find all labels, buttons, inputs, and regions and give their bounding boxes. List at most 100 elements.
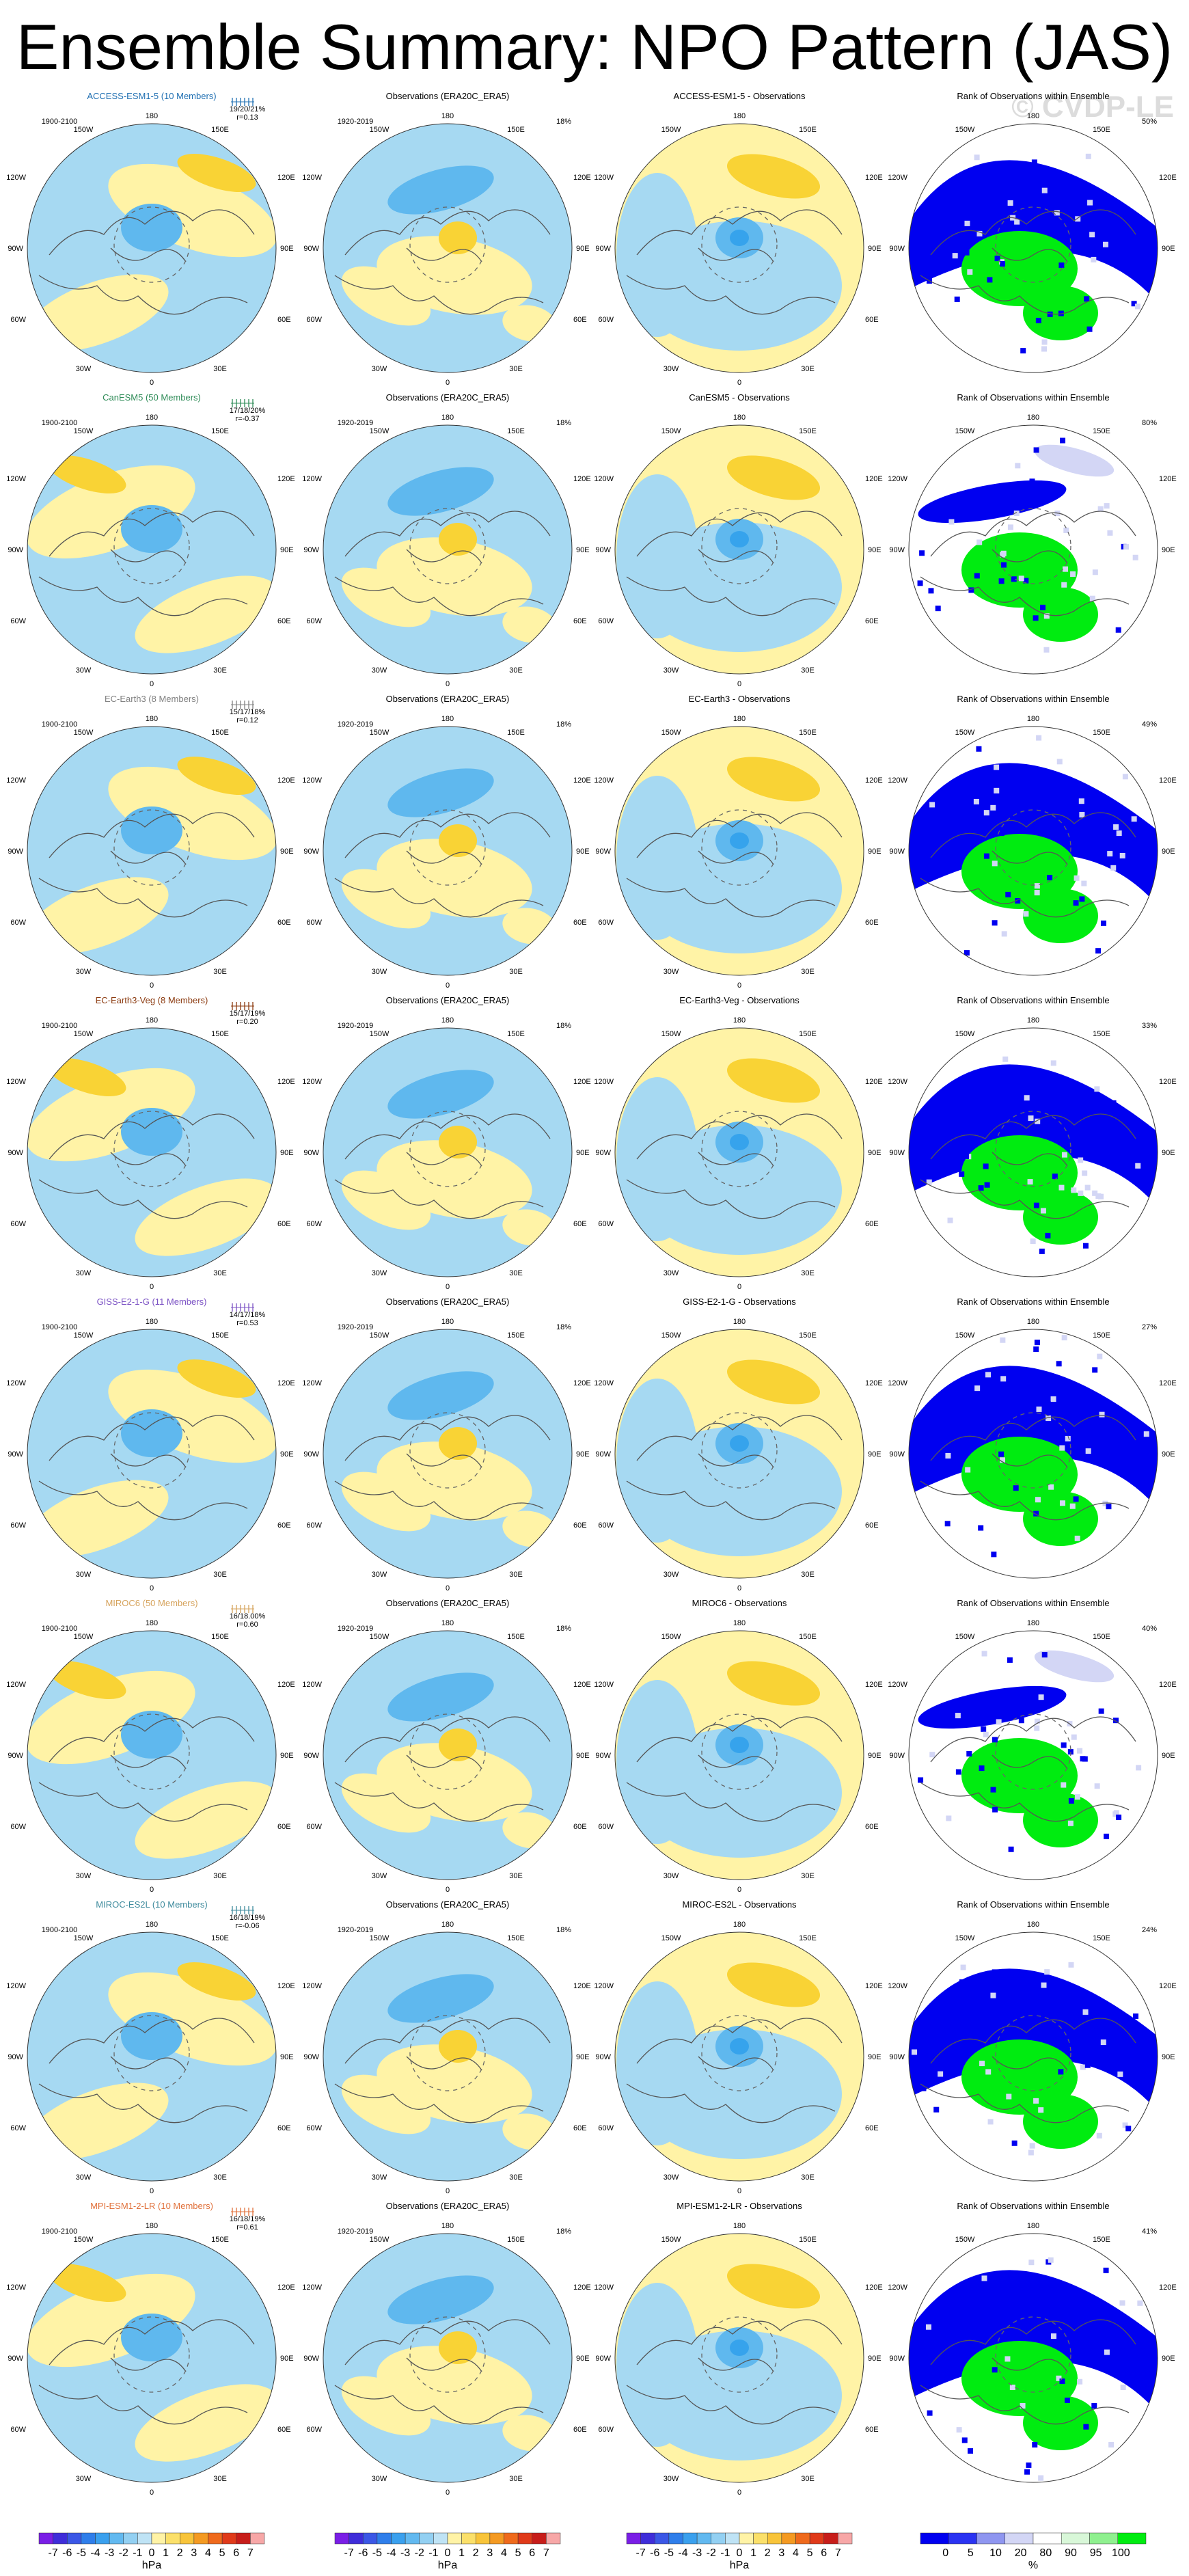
- lon-label-180: 180: [441, 715, 454, 723]
- rank-cell: [994, 764, 1000, 770]
- lon-label-180: 180: [1027, 1921, 1039, 1929]
- coastline: [38, 511, 255, 616]
- rank-cell: [981, 208, 987, 214]
- lon-label-150w: 150W: [74, 2236, 94, 2244]
- rank-cell: [1066, 2037, 1072, 2043]
- rank-cell: [1050, 1060, 1056, 1066]
- lon-label-150e: 150E: [507, 126, 525, 134]
- positive-anomaly: [135, 1781, 276, 1859]
- rank-cell: [981, 1433, 987, 1439]
- lon-label-90e: 90E: [280, 848, 294, 856]
- lon-label-90w: 90W: [8, 2053, 23, 2061]
- rank-cell: [1028, 1115, 1034, 1122]
- rank-cell: [1026, 2462, 1032, 2468]
- lon-label-90w: 90W: [303, 848, 319, 856]
- lon-label-90w: 90W: [889, 546, 905, 554]
- rank-cell: [1098, 1708, 1104, 1714]
- rank-cell: [983, 810, 989, 816]
- observations-period: 1920-2019: [338, 2227, 374, 2236]
- pattern-correlation: r=-0.06: [235, 1922, 259, 1930]
- lon-label-90e: 90E: [576, 2053, 590, 2061]
- lon-label-30e: 30E: [509, 968, 523, 976]
- panel-row: GISS-E2-1-G (11 Members) 1900-2100 14/17/1…: [42, 1297, 1158, 1331]
- rank-map: 180 150E 150W 120E 120W 90W 90E: [888, 1318, 1177, 1579]
- lon-label-90w: 90W: [595, 2355, 611, 2363]
- lon-label-180: 180: [733, 112, 746, 120]
- rank-cell: [981, 1651, 987, 1657]
- rank-cell: [994, 787, 1000, 794]
- lon-label-120e: 120E: [573, 475, 591, 483]
- rank-low-region: [909, 1968, 1158, 2111]
- lon-label-120e: 120E: [865, 1982, 883, 1990]
- rank-cell: [1077, 2378, 1083, 2385]
- rank-cell: [1119, 852, 1125, 858]
- colorbar-tick: 7: [247, 2547, 254, 2559]
- colorbar-tick: 6: [529, 2547, 535, 2559]
- rank-cell: [1038, 2107, 1044, 2113]
- colorbar-swatch: [640, 2532, 655, 2545]
- rank-cell: [1028, 195, 1035, 201]
- colorbar-swatch: [976, 2532, 1005, 2545]
- model-title: EC-Earth3 (8 Members): [105, 694, 199, 704]
- lon-label-60e: 60E: [573, 2124, 587, 2132]
- sea-ice-edge: [995, 2015, 1071, 2091]
- lon-label-150w: 150W: [661, 1633, 681, 1641]
- rank-cell: [1078, 798, 1084, 804]
- rank-cell: [1038, 1694, 1044, 1700]
- lon-label-90e: 90E: [868, 245, 882, 253]
- rank-cell: [1104, 503, 1110, 509]
- lon-label-120e: 120E: [1159, 1078, 1177, 1086]
- colorbar-tick: -3: [692, 2547, 702, 2559]
- positive-anomaly: [27, 2083, 169, 2160]
- panel-row: MPI-ESM1-2-LR (10 Members) 1900-2100 16/18…: [42, 2201, 1158, 2236]
- rank-cell: [1117, 2071, 1123, 2077]
- coastline: [626, 209, 843, 315]
- colorbar-swatch: [626, 2532, 641, 2545]
- lon-label-90w: 90W: [595, 1149, 611, 1157]
- pct-triplet: 16/18/19%: [230, 2215, 266, 2223]
- rank-cell: [1028, 489, 1035, 496]
- rank-cell: [1041, 346, 1048, 352]
- rank-cell: [1033, 1202, 1039, 1208]
- colorbar-swatch: [753, 2532, 768, 2545]
- lon-label-180: 180: [1027, 1619, 1039, 1627]
- rank-high-region: [1023, 587, 1098, 642]
- rank-cell: [998, 1451, 1004, 1457]
- rank-cell: [1024, 2469, 1030, 2475]
- rank-cell: [1000, 562, 1007, 568]
- rank-pct: 80%: [1142, 419, 1157, 427]
- lon-label-120e: 120E: [277, 1379, 295, 1387]
- model-title: MPI-ESM1-2-LR (10 Members): [90, 2201, 213, 2211]
- lon-label-0: 0: [737, 2187, 741, 2195]
- lon-label-0: 0: [446, 680, 450, 688]
- lon-label-30w: 30W: [76, 2173, 92, 2182]
- rank-cell: [1004, 2356, 1011, 2362]
- strong-positive-anomaly: [47, 455, 126, 493]
- lon-label-90w: 90W: [303, 546, 319, 554]
- rank-cell: [1085, 1448, 1091, 1454]
- rank-title: Rank of Observations within Ensemble: [957, 1598, 1109, 1608]
- sea-ice-edge: [995, 1713, 1071, 1790]
- rank-cell: [1073, 1496, 1079, 1502]
- observations-period: 1920-2019: [338, 1022, 374, 1030]
- sea-ice-edge: [113, 1713, 190, 1790]
- rank-cell: [965, 1467, 971, 1473]
- lon-label-150e: 150E: [799, 729, 817, 737]
- rank-cell: [1087, 200, 1093, 206]
- lon-label-60w: 60W: [10, 1220, 26, 1228]
- rank-cell: [1084, 296, 1090, 302]
- colorbar-swatch: [447, 2532, 462, 2545]
- coastline: [626, 2319, 843, 2425]
- coastline: [920, 1716, 1136, 1822]
- rank-cell: [992, 1969, 998, 1975]
- lon-label-120w: 120W: [6, 776, 26, 785]
- rank-cell: [1094, 1086, 1100, 1092]
- rank-cell: [1035, 1718, 1041, 1724]
- observations-period: 1920-2019: [338, 720, 374, 729]
- colorbar-swatch: [151, 2532, 166, 2545]
- map-border: [323, 2233, 573, 2483]
- lon-label-120w: 120W: [302, 776, 322, 785]
- colorbar-swatch: [53, 2532, 68, 2545]
- model-period: 1900-2100: [42, 1926, 78, 1934]
- map-border: [908, 123, 1158, 373]
